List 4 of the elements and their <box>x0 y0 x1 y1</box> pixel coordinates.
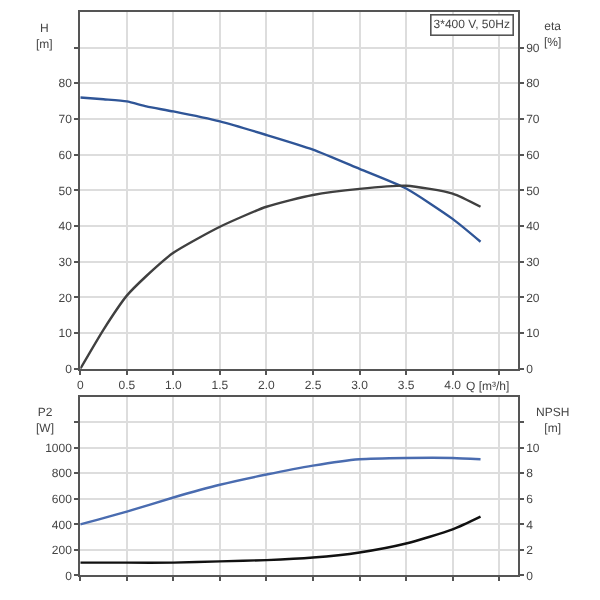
line-series <box>80 184 482 369</box>
line-series <box>80 515 482 564</box>
line-series <box>80 96 482 243</box>
line-series <box>80 456 482 526</box>
